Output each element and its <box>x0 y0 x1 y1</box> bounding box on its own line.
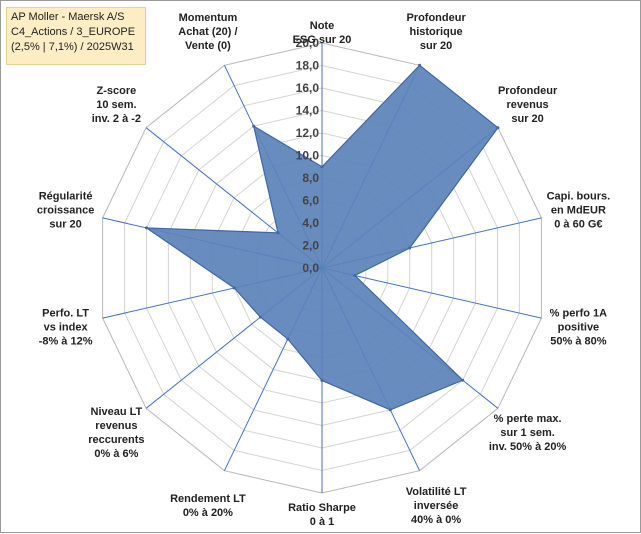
data-point <box>461 378 465 382</box>
axis-label: Capi. bours. en MdEUR 0 à 60 G€ <box>547 191 611 231</box>
data-point <box>145 226 148 230</box>
tick-label: 2,0 <box>302 239 319 253</box>
data-point <box>418 63 422 67</box>
tick-label: 8,0 <box>302 171 319 185</box>
data-point <box>276 231 280 235</box>
tick-label: 10,0 <box>296 149 320 163</box>
data-point <box>320 379 324 382</box>
axis-label-layer: Note ESG sur 20 Profondeur historique sur 20… <box>37 12 610 528</box>
axis-label: Profondeur revenus sur 20 <box>498 85 558 125</box>
axis-label: Ratio Sharpe 0 à 1 <box>288 502 356 528</box>
data-point <box>353 274 357 277</box>
axis-label: Régularité croissance sur 20 <box>37 191 94 231</box>
title-line-2: C4_Actions / 3_EUROPE <box>11 26 136 38</box>
axis-label: % perte max. sur 1 sem. inv. 50% à 20% <box>489 413 567 453</box>
tick-label: 18,0 <box>296 59 320 73</box>
axis-label: Profondeur historique sur 20 <box>406 12 466 52</box>
tick-label: 6,0 <box>302 194 319 208</box>
tick-label: 4,0 <box>302 216 319 230</box>
tick-label: 14,0 <box>296 104 320 118</box>
axis-spoke <box>321 267 542 319</box>
axis-label: Niveau LT revenus reccurents 0% à 6% <box>88 406 144 460</box>
axis-label: Rendement LT 0% à 20% <box>170 493 246 519</box>
axis-label: % perfo 1A positive 50% à 80% <box>550 308 608 348</box>
axis-label: Note ESG sur 20 <box>293 20 352 46</box>
axis-label: Momentum Achat (20) / Vente (0) <box>178 12 237 52</box>
title-line-3: (2,5% | 7,1%) / 2025W31 <box>11 41 134 53</box>
data-point <box>320 165 324 169</box>
tick-label: 0,0 <box>302 261 319 275</box>
data-point <box>258 315 262 319</box>
data-point <box>496 126 500 130</box>
axis-label: Perfo. LT vs index -8% à 12% <box>39 308 93 348</box>
tick-layer: 0,0 2,0 4,0 6,0 8,0 10,0 12,0 14,0 16,0 18,0 20,0 <box>296 36 320 275</box>
tick-label: 16,0 <box>296 81 320 95</box>
data-point <box>252 124 256 128</box>
data-point <box>286 337 290 341</box>
data-point <box>408 246 412 250</box>
axis-label: Volatilité LT inversée 40% à 0% <box>406 486 467 526</box>
axis-label: Z-score 10 sem. inv. 2 à -2 <box>92 85 141 125</box>
tick-label: 20,0 <box>296 36 320 50</box>
title-line-1: AP Moller - Maersk A/S <box>11 11 125 23</box>
data-point <box>388 408 392 412</box>
chart-title-box: AP Moller - Maersk A/S C4_Actions / 3_EU… <box>6 7 146 65</box>
series-layer <box>144 63 500 412</box>
data-point <box>232 286 236 290</box>
tick-label: 12,0 <box>296 126 320 140</box>
